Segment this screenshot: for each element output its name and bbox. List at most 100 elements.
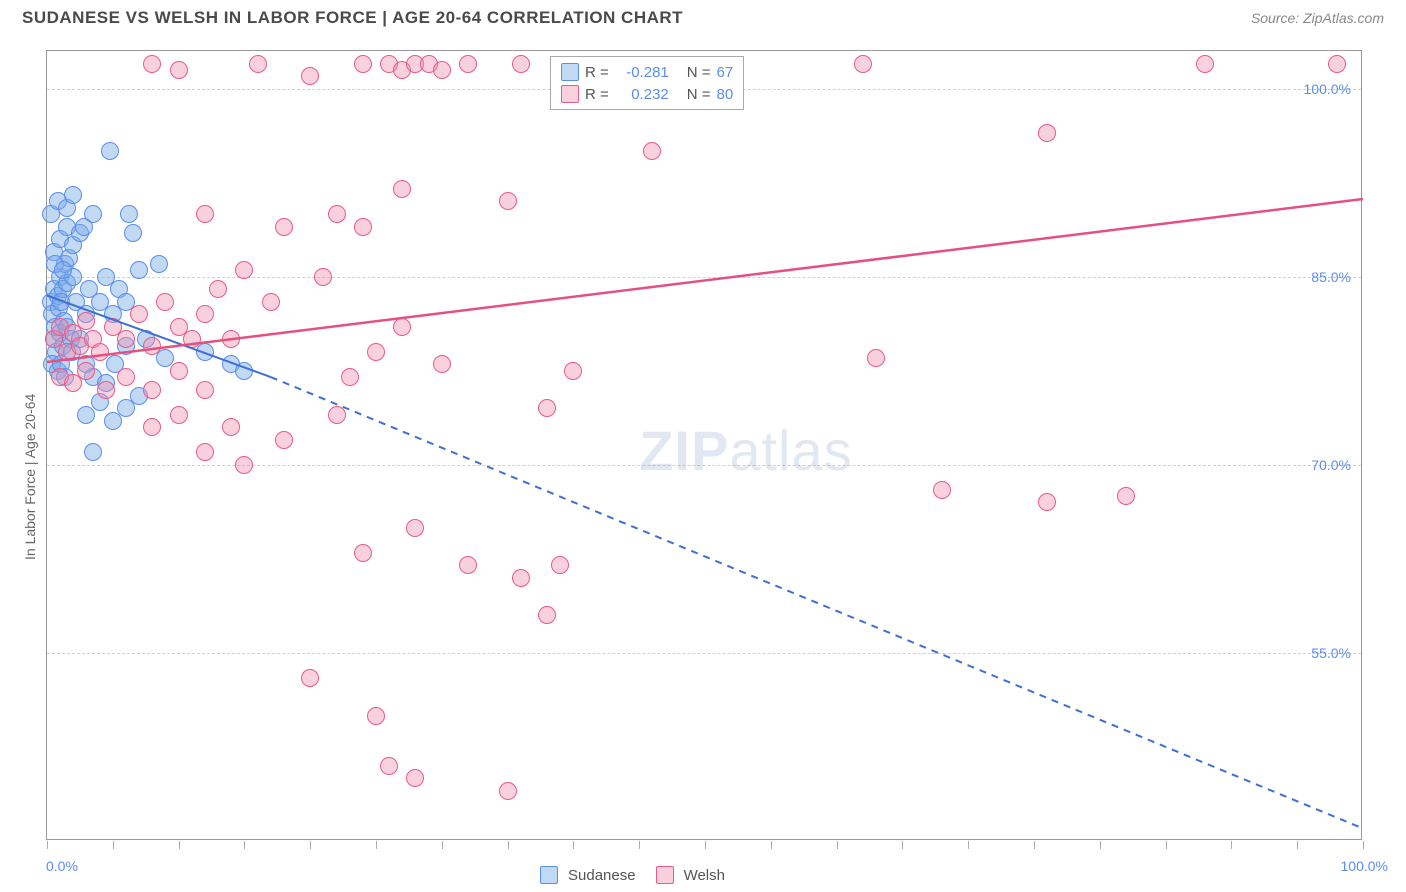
- y-tick-label: 55.0%: [1311, 645, 1351, 661]
- data-point: [249, 55, 267, 73]
- x-tick: [1297, 841, 1298, 849]
- legend-swatch: [656, 866, 674, 884]
- data-point: [130, 305, 148, 323]
- x-tick: [310, 841, 311, 849]
- data-point: [117, 368, 135, 386]
- data-point: [459, 55, 477, 73]
- legend-r-label: R =: [585, 64, 609, 81]
- data-point: [143, 381, 161, 399]
- watermark: ZIPatlas: [639, 418, 852, 483]
- data-point: [499, 192, 517, 210]
- data-point: [564, 362, 582, 380]
- x-tick: [705, 841, 706, 849]
- data-point: [512, 55, 530, 73]
- data-point: [867, 349, 885, 367]
- x-tick: [1231, 841, 1232, 849]
- data-point: [101, 142, 119, 160]
- data-point: [380, 757, 398, 775]
- data-point: [97, 381, 115, 399]
- x-tick: [376, 841, 377, 849]
- x-tick: [113, 841, 114, 849]
- data-point: [328, 205, 346, 223]
- legend-n-label: N =: [687, 86, 711, 103]
- data-point: [124, 224, 142, 242]
- legend-n-value: 67: [717, 64, 734, 81]
- legend-n-label: N =: [687, 64, 711, 81]
- regression-line: [47, 199, 1363, 362]
- legend-row: R = -0.281N = 67: [561, 61, 733, 83]
- data-point: [91, 343, 109, 361]
- data-point: [150, 255, 168, 273]
- data-point: [196, 443, 214, 461]
- data-point: [433, 355, 451, 373]
- data-point: [512, 569, 530, 587]
- chart-header: SUDANESE VS WELSH IN LABOR FORCE | AGE 2…: [0, 0, 1406, 38]
- x-tick: [442, 841, 443, 849]
- data-point: [1038, 493, 1056, 511]
- x-tick: [1100, 841, 1101, 849]
- data-point: [196, 381, 214, 399]
- x-tick: [179, 841, 180, 849]
- data-point: [538, 399, 556, 417]
- data-point: [275, 218, 293, 236]
- data-point: [196, 305, 214, 323]
- x-tick: [1363, 841, 1364, 849]
- correlation-legend: R = -0.281N = 67R = 0.232N = 80: [550, 56, 744, 110]
- gridline: [47, 653, 1361, 654]
- data-point: [275, 431, 293, 449]
- data-point: [551, 556, 569, 574]
- data-point: [77, 362, 95, 380]
- data-point: [393, 318, 411, 336]
- data-point: [854, 55, 872, 73]
- data-point: [643, 142, 661, 160]
- data-point: [170, 362, 188, 380]
- data-point: [75, 218, 93, 236]
- data-point: [393, 180, 411, 198]
- data-point: [235, 362, 253, 380]
- data-point: [314, 268, 332, 286]
- data-point: [406, 769, 424, 787]
- regression-overlay: [47, 51, 1363, 841]
- x-tick: [1166, 841, 1167, 849]
- legend-item: Welsh: [656, 866, 725, 884]
- data-point: [54, 261, 72, 279]
- data-point: [222, 418, 240, 436]
- data-point: [367, 707, 385, 725]
- data-point: [170, 61, 188, 79]
- data-point: [1328, 55, 1346, 73]
- y-tick-label: 85.0%: [1311, 269, 1351, 285]
- legend-n-value: 80: [717, 86, 734, 103]
- data-point: [84, 443, 102, 461]
- data-point: [1038, 124, 1056, 142]
- legend-label: Welsh: [684, 867, 725, 884]
- data-point: [143, 337, 161, 355]
- data-point: [117, 330, 135, 348]
- data-point: [499, 782, 517, 800]
- data-point: [459, 556, 477, 574]
- x-tick: [902, 841, 903, 849]
- legend-label: Sudanese: [568, 867, 636, 884]
- data-point: [433, 61, 451, 79]
- x-axis-max-label: 100.0%: [1341, 858, 1388, 874]
- x-tick: [244, 841, 245, 849]
- data-point: [341, 368, 359, 386]
- data-point: [301, 67, 319, 85]
- data-point: [143, 418, 161, 436]
- legend-r-value: 0.232: [615, 86, 669, 103]
- x-tick: [771, 841, 772, 849]
- x-tick: [573, 841, 574, 849]
- regression-line-extrapolated: [271, 377, 1363, 828]
- data-point: [196, 343, 214, 361]
- x-tick: [837, 841, 838, 849]
- legend-r-label: R =: [585, 86, 609, 103]
- x-tick: [639, 841, 640, 849]
- y-axis-label: In Labor Force | Age 20-64: [22, 394, 38, 560]
- x-tick: [508, 841, 509, 849]
- data-point: [143, 55, 161, 73]
- data-point: [130, 261, 148, 279]
- data-point: [1117, 487, 1135, 505]
- data-point: [933, 481, 951, 499]
- x-tick: [968, 841, 969, 849]
- data-point: [301, 669, 319, 687]
- legend-item: Sudanese: [540, 866, 636, 884]
